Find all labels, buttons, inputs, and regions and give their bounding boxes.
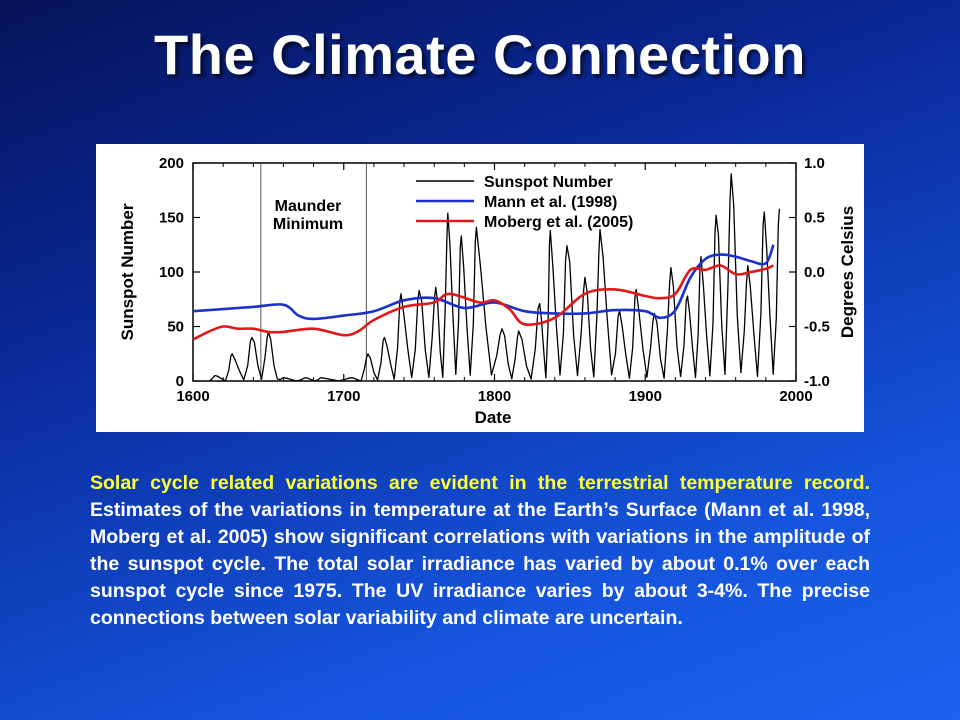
y2-tick-label: -0.5 [804, 319, 830, 336]
y2-tick-label: -1.0 [804, 373, 830, 390]
y-tick-label: 100 [159, 264, 184, 281]
legend-label-mann: Mann et al. (1998) [484, 194, 617, 211]
legend: Sunspot Number Mann et al. (1998) Moberg… [416, 174, 633, 231]
legend-label-sunspot: Sunspot Number [484, 174, 613, 191]
y-tick-label: 0 [176, 373, 184, 390]
series-sunspot-number [208, 173, 781, 382]
series-moberg-2005 [192, 264, 774, 341]
body-paragraph: Solar cycle related variations are evide… [90, 470, 870, 632]
legend-label-moberg: Moberg et al. (2005) [484, 214, 633, 231]
chart-panel: 1600 1700 1800 1900 2000 0 50 100 150 200 -1.0 -0.5… [96, 144, 864, 432]
highlight-sentence: Solar cycle related variations are evide… [90, 472, 870, 494]
x-tick-label: 1700 [327, 388, 360, 405]
y2-tick-label: 0.5 [804, 210, 825, 227]
slide-title: The Climate Connection [154, 23, 806, 86]
y2-axis-label: Degrees Celsius [838, 206, 857, 338]
y-tick-label: 200 [159, 155, 184, 172]
x-tick-label: 1900 [629, 388, 662, 405]
annotation-maunder: Maunder [275, 198, 342, 215]
y-tick-label: 150 [159, 210, 184, 227]
x-axis-label: Date [475, 408, 512, 427]
y2-tick-label: 1.0 [804, 155, 825, 172]
y-tick-label: 50 [167, 319, 184, 336]
body-sentences: Estimates of the variations in temperatu… [90, 499, 870, 629]
x-tick-label: 1800 [478, 388, 511, 405]
climate-chart: 1600 1700 1800 1900 2000 0 50 100 150 200 -1.0 -0.5… [118, 155, 857, 427]
y-axis-label: Sunspot Number [118, 203, 137, 340]
x-tick-label: 1600 [176, 388, 209, 405]
annotation-minimum: Minimum [273, 216, 343, 233]
y2-tick-label: 0.0 [804, 264, 825, 281]
x-tick-label: 2000 [779, 388, 812, 405]
series-mann-1998 [192, 244, 775, 321]
